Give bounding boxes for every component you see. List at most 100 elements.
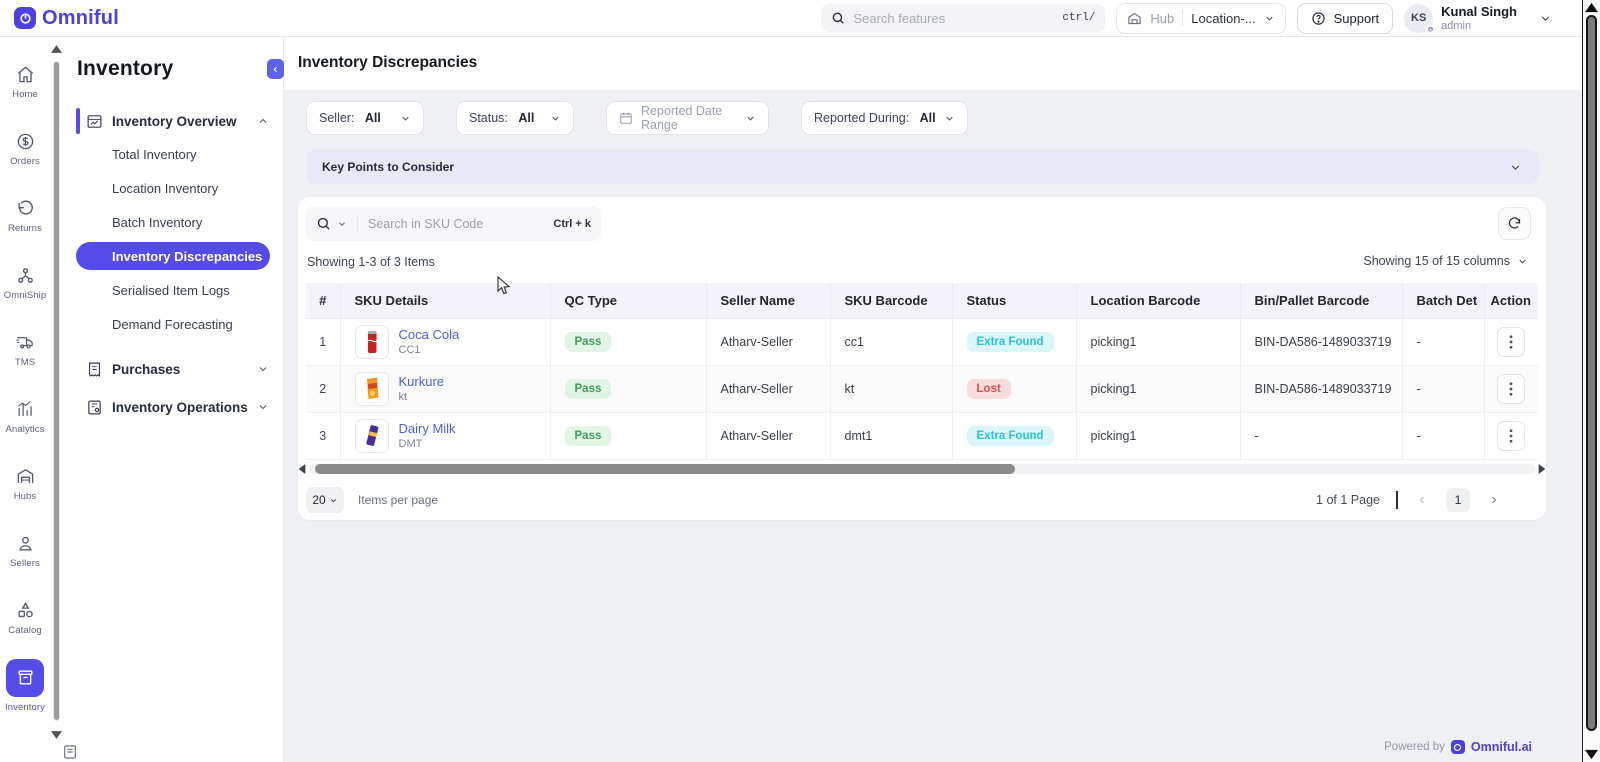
scroll-up-arrow-icon[interactable]	[1585, 2, 1598, 13]
scrollbar-thumb[interactable]	[1586, 15, 1597, 731]
rail-label: Returns	[8, 223, 42, 234]
gear-icon	[1425, 24, 1436, 35]
filter-value: All	[365, 111, 381, 125]
table-container: # SKU Details QC Type Seller Name SKU Ba…	[306, 283, 1538, 460]
rail-scrollbar[interactable]	[50, 37, 63, 762]
seller-filter[interactable]: Seller: All	[306, 101, 424, 135]
main-content: Inventory Discrepancies Seller: All Stat…	[284, 37, 1582, 762]
form-icon	[62, 742, 78, 762]
page-vertical-scrollbar[interactable]	[1582, 0, 1600, 762]
chevron-down-icon	[745, 113, 756, 124]
rail-item-analytics[interactable]: Analytics	[0, 384, 50, 451]
hub-selector[interactable]: Hub Location-...	[1116, 3, 1285, 34]
omniful-logo[interactable]: Omniful	[14, 7, 119, 30]
hub-label: Hub	[1150, 11, 1174, 26]
sidebar-item-location-inventory[interactable]: Location Inventory	[63, 171, 283, 205]
sidebar-collapse-button[interactable]	[267, 59, 284, 79]
sidebar-item-purchases[interactable]: Purchases	[63, 353, 283, 385]
analytics-icon	[16, 400, 35, 419]
rail-item-hubs[interactable]: Hubs	[0, 451, 50, 518]
bin-pallet-barcode-cell: BIN-DA586-1489033719	[1240, 318, 1402, 365]
sidebar-item-label: Inventory Operations	[112, 400, 248, 415]
column-visibility-selector[interactable]: Showing 15 of 15 columns	[1363, 254, 1528, 268]
row-actions-button[interactable]	[1497, 374, 1525, 404]
row-actions-button[interactable]	[1497, 327, 1525, 357]
scroll-down-arrow-icon[interactable]	[1585, 749, 1598, 760]
sidebar-item-batch-inventory[interactable]: Batch Inventory	[63, 205, 283, 239]
support-button[interactable]: Support	[1297, 3, 1394, 34]
app-window: Omniful ctrl/ Hub Location-...	[0, 0, 1600, 762]
divider	[1182, 10, 1183, 26]
filter-label: Reported Date Range	[641, 104, 737, 132]
bin-pallet-barcode-cell: -	[1240, 412, 1402, 459]
global-search[interactable]: ctrl/	[821, 4, 1105, 32]
page-size-select[interactable]: 20	[306, 487, 344, 513]
sidebar-item-inventory-overview[interactable]: Inventory Overview	[63, 105, 283, 137]
rail-item-catalog[interactable]: Catalog	[0, 585, 50, 652]
sku-barcode-cell: kt	[830, 365, 952, 412]
inventory-overview-icon	[86, 113, 103, 130]
table-header-row: # SKU Details QC Type Seller Name SKU Ba…	[306, 283, 1538, 318]
chevron-down-icon	[1264, 13, 1275, 24]
column-header: Status	[952, 283, 1076, 318]
location-barcode-cell: picking1	[1076, 318, 1240, 365]
previous-page-button[interactable]	[1414, 492, 1430, 508]
sku-name-link[interactable]: Dairy Milk	[399, 421, 456, 436]
rail-item-inventory[interactable]: Inventory	[0, 652, 50, 719]
rail-item-tms[interactable]: TMS	[0, 317, 50, 384]
support-label: Support	[1334, 11, 1380, 26]
chevron-down-icon	[1509, 161, 1522, 174]
rail-item-sellers[interactable]: Sellers	[0, 518, 50, 585]
scroll-down-arrow-icon[interactable]	[51, 731, 62, 739]
chevron-down-icon[interactable]	[337, 219, 347, 229]
row-actions-button[interactable]	[1497, 421, 1525, 451]
next-page-button[interactable]	[1486, 492, 1502, 508]
status-filter[interactable]: Status: All	[456, 101, 574, 135]
status-badge: Lost	[967, 379, 1011, 399]
global-search-input[interactable]	[853, 11, 1054, 26]
rail-item-returns[interactable]: Returns	[0, 183, 50, 250]
chevron-down-icon	[550, 113, 561, 124]
sku-code: DMT	[399, 438, 456, 451]
scroll-up-arrow-icon[interactable]	[51, 45, 62, 53]
refresh-button[interactable]	[1498, 207, 1531, 240]
search-icon	[831, 11, 845, 25]
rail-item-omniship[interactable]: OmniShip	[0, 250, 50, 317]
sidebar-item-inventory-discrepancies[interactable]: Inventory Discrepancies	[76, 242, 270, 270]
seller-name-cell: Atharv-Seller	[706, 318, 830, 365]
user-menu[interactable]: KS Kunal Singh admin	[1404, 4, 1552, 33]
scrollbar-track[interactable]	[309, 464, 1535, 474]
sku-name-link[interactable]: Coca Cola	[399, 327, 460, 342]
column-header: QC Type	[550, 283, 706, 318]
key-points-accordion[interactable]: Key Points to Consider	[306, 150, 1538, 184]
scroll-right-arrow-icon[interactable]	[1538, 464, 1546, 474]
sku-name-link[interactable]: Kurkure	[399, 374, 445, 389]
scroll-left-arrow-icon[interactable]	[298, 464, 306, 474]
divider	[1396, 491, 1398, 509]
scrollbar-thumb[interactable]	[53, 61, 60, 721]
logo-text: Omniful	[42, 7, 119, 30]
rail-label: TMS	[15, 357, 35, 368]
rail-item-orders[interactable]: Orders	[0, 116, 50, 183]
scrollbar-thumb[interactable]	[315, 464, 1015, 474]
chevron-down-icon	[944, 113, 955, 124]
sku-search[interactable]: Ctrl + k	[306, 206, 601, 241]
chevron-down-icon	[257, 401, 269, 413]
page-number-button[interactable]: 1	[1446, 488, 1470, 512]
user-name: Kunal Singh	[1441, 5, 1517, 18]
sidebar-item-serialised-item-logs[interactable]: Serialised Item Logs	[63, 273, 283, 307]
row-index: 2	[306, 365, 340, 412]
showing-items-text: Showing 1-3 of 3 Items	[307, 255, 435, 269]
sidebar-item-total-inventory[interactable]: Total Inventory	[63, 137, 283, 171]
table-horizontal-scrollbar[interactable]	[298, 461, 1546, 477]
reported-date-range-filter[interactable]: Reported Date Range	[606, 101, 769, 135]
hub-value: Location-...	[1191, 11, 1255, 26]
column-header: SKU Barcode	[830, 283, 952, 318]
column-header: Bin/Pallet Barcode	[1240, 283, 1402, 318]
omniful-ai-link[interactable]: Omniful.ai	[1471, 740, 1532, 754]
sidebar-item-demand-forecasting[interactable]: Demand Forecasting	[63, 307, 283, 341]
reported-during-filter[interactable]: Reported During: All	[801, 101, 968, 135]
rail-item-home[interactable]: Home	[0, 49, 50, 116]
sku-search-input[interactable]	[368, 217, 547, 231]
sidebar-item-inventory-operations[interactable]: Inventory Operations	[63, 391, 283, 423]
